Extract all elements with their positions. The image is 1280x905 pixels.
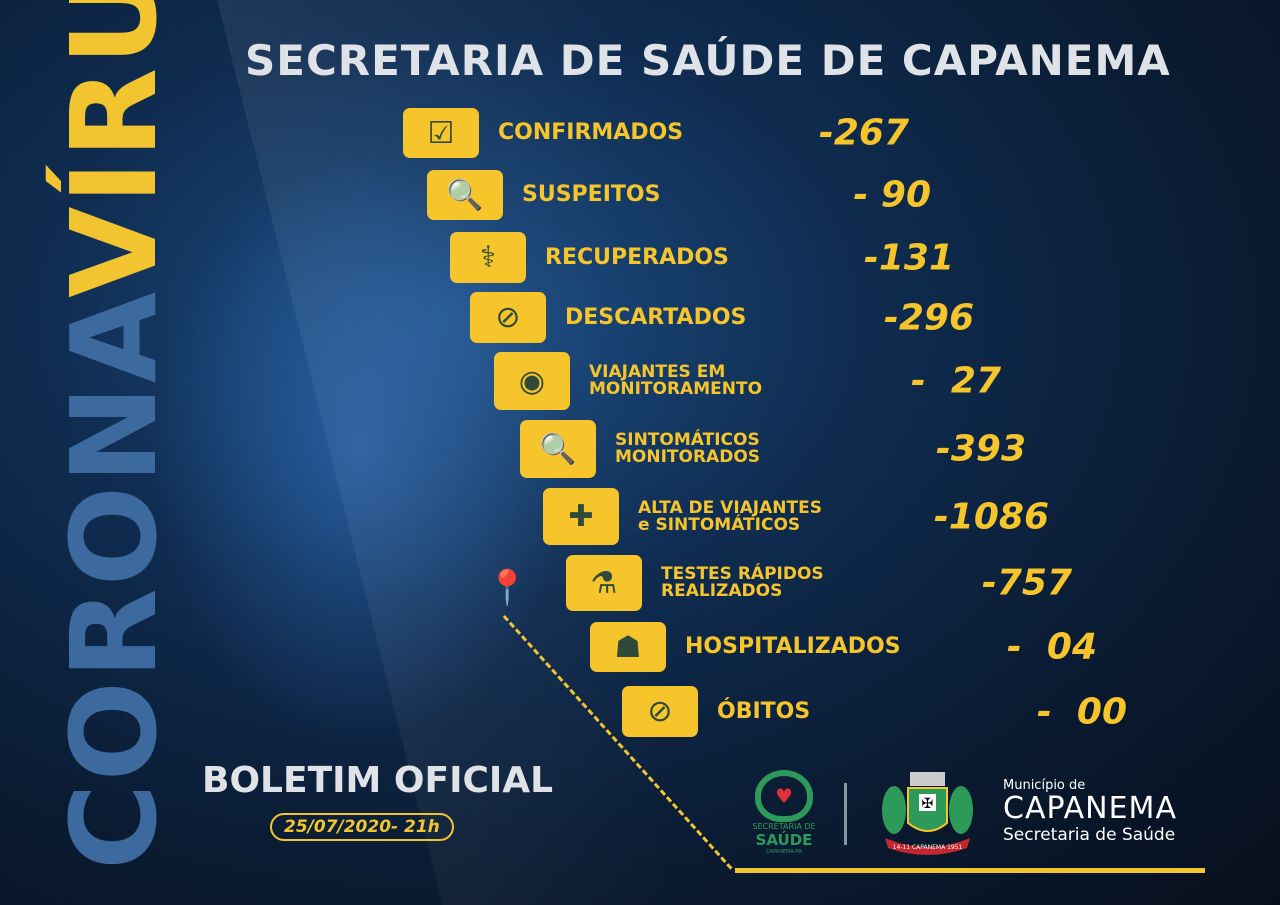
banner-corona: CORONA <box>45 297 183 870</box>
city-name: CAPANEMA <box>1003 791 1177 826</box>
stat-value: - 90 <box>853 174 931 216</box>
stat-label: DESCARTADOS <box>565 304 747 330</box>
logo-line1: SECRETARIA DE <box>752 822 816 831</box>
secretaria-saude-logo: ♥ SECRETARIA DE SAÚDE CAPANEMA-PR <box>748 770 820 855</box>
stat-row: ☗ HOSPITALIZADOS - 04 <box>590 622 1111 672</box>
stat-row: ◉ VIAJANTES EM MONITORAMENTO - 27 <box>494 352 1015 410</box>
search-icon: 🔍 <box>427 170 503 220</box>
stat-row: ⊘ ÓBITOS - 00 <box>622 686 1141 737</box>
stat-row: 🔍 SUSPEITOS - 90 <box>427 170 945 220</box>
stat-value: - 27 <box>910 360 1001 402</box>
stat-row: ⚕ RECUPERADOS -131 <box>450 232 968 283</box>
boletim-heading: BOLETIM OFICIAL <box>202 760 554 801</box>
stat-value: - 04 <box>1006 626 1097 668</box>
magnifier-person-icon: 🔍 <box>520 420 596 478</box>
logo-line3: CAPANEMA-PR <box>766 849 802 855</box>
stat-value: -296 <box>883 297 974 338</box>
stat-label: ÓBITOS <box>717 698 811 724</box>
stat-row: ⊘ DESCARTADOS -296 <box>470 292 988 343</box>
stat-value: -131 <box>863 237 954 278</box>
prohibited-icon: ⊘ <box>622 686 698 737</box>
stat-label: RECUPERADOS <box>545 244 729 270</box>
eye-icon: ◉ <box>494 352 570 410</box>
stat-label: VIAJANTES EM MONITORAMENTO <box>589 362 763 399</box>
logo-divider <box>844 783 847 845</box>
stat-row: 🔍 SINTOMÁTICOS MONITORADOS -393 <box>520 420 1040 478</box>
stethoscope-icon: ⚕ <box>450 232 526 283</box>
stat-row: ☑ CONFIRMADOS -267 <box>403 108 923 158</box>
stat-label: TESTES RÁPIDOS REALIZADOS <box>661 564 824 601</box>
banner-virus: VÍRUS <box>45 0 183 298</box>
svg-text:✠: ✠ <box>922 796 934 812</box>
footer-line <box>735 868 1205 873</box>
heart-plus-icon: ✚ <box>543 488 619 545</box>
capanema-coat-of-arms: ✠ 14-11 CAPANEMA 1951 <box>882 772 973 855</box>
department-name: Secretaria de Saúde <box>1003 824 1176 845</box>
svg-text:14-11 CAPANEMA 1951: 14-11 CAPANEMA 1951 <box>893 844 963 851</box>
stat-row: ⚗ TESTES RÁPIDOS REALIZADOS -757 <box>566 555 1086 611</box>
stat-label: HOSPITALIZADOS <box>685 634 901 659</box>
flask-icon: ⚗ <box>566 555 642 611</box>
prohibited-icon: ⊘ <box>470 292 546 343</box>
stat-row: ✚ ALTA DE VIAJANTES e SINTOMÁTICOS -1086 <box>543 488 1063 545</box>
stat-value: -393 <box>935 428 1026 470</box>
stat-label: SUSPEITOS <box>522 182 661 207</box>
stat-value: -1086 <box>933 496 1049 537</box>
page-title: SECRETARIA DE SAÚDE DE CAPANEMA <box>245 36 1171 85</box>
stat-label: SINTOMÁTICOS MONITORADOS <box>615 430 761 467</box>
municipality-brand: Município de CAPANEMA Secretaria de Saúd… <box>1003 778 1177 845</box>
map-pin-icon: 📍 <box>486 568 529 608</box>
bulletin-date: 25/07/2020- 21h <box>270 813 454 841</box>
stat-label: ALTA DE VIAJANTES e SINTOMÁTICOS <box>638 497 822 535</box>
checkbox-icon: ☑ <box>403 108 479 158</box>
logo-line2: SAÚDE <box>755 831 813 849</box>
municipio-label: Município de <box>1003 778 1086 793</box>
stat-value: -757 <box>981 562 1072 604</box>
stat-value: -267 <box>818 112 909 154</box>
stat-value: - 00 <box>1036 691 1127 732</box>
coronavirus-banner: CORONAVÍRUS <box>45 0 183 870</box>
hospital-person-icon: ☗ <box>590 622 666 672</box>
stat-label: CONFIRMADOS <box>498 120 684 145</box>
heart-pulse-icon: ♥ <box>755 770 813 822</box>
